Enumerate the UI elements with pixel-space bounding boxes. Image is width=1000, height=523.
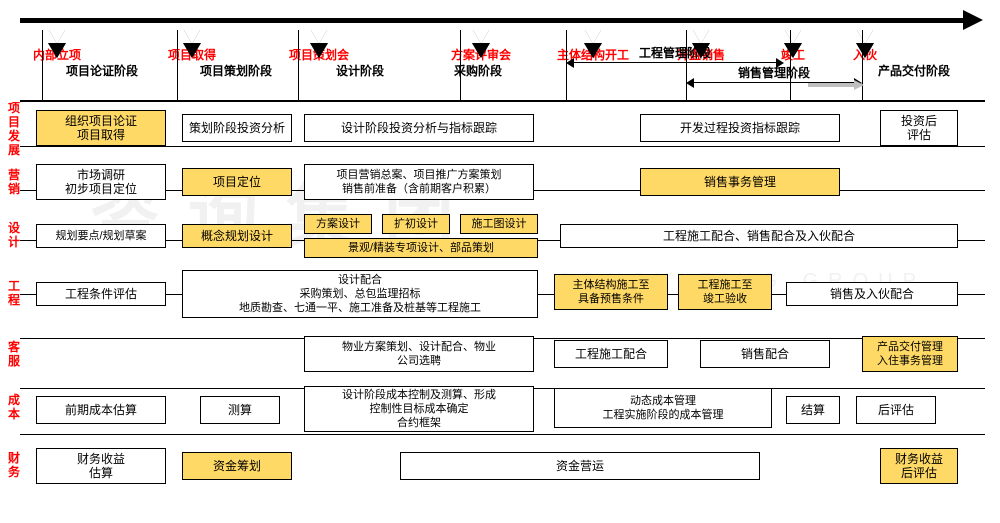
task-label: 景观/精装专项设计、部品策划 bbox=[344, 241, 498, 255]
timeline-bar bbox=[20, 18, 965, 23]
process-canvas: 咨询集团 MANAGEMENT & CONSULTING GROUP 内部立项项… bbox=[0, 0, 1000, 523]
task-label: 资金营运 bbox=[552, 459, 608, 473]
task-dev-182: 策划阶段投资分析 bbox=[182, 114, 292, 142]
task-label: 项目定位 bbox=[209, 175, 265, 189]
task-mkt-304: 项目营销总案、项目推广方案策划 销售前准备（含前期客户积累） bbox=[304, 164, 534, 200]
task-label: 投资后 评估 bbox=[897, 114, 941, 142]
lane-cost-label: 成本 bbox=[6, 393, 22, 421]
task-label: 规划要点/规划草案 bbox=[51, 229, 150, 243]
task-svc-862: 产品交付管理 入住事务管理 bbox=[862, 336, 958, 372]
task-eng-678: 工程施工至 竣工验收 bbox=[678, 274, 772, 310]
task-label: 开发过程投资指标跟踪 bbox=[676, 121, 804, 135]
ph-deliver: 产品交付阶段 bbox=[878, 62, 950, 79]
task-label: 动态成本管理 工程实施阶段的成本管理 bbox=[599, 394, 728, 422]
sep-lane-fin bbox=[20, 434, 985, 435]
ms-planmtg-guide bbox=[298, 30, 299, 100]
task-label: 物业方案策划、设计配合、物业 公司选聘 bbox=[338, 340, 500, 368]
ms-internal: 内部立项 bbox=[33, 30, 81, 63]
task-label: 设计阶段投资分析与指标跟踪 bbox=[337, 121, 501, 135]
ms-finish: 竣工 bbox=[781, 30, 805, 63]
task-dev-304: 设计阶段投资分析与指标跟踪 bbox=[304, 114, 534, 142]
task-label: 工程施工配合 bbox=[571, 347, 651, 361]
task-des-460: 施工图设计 bbox=[460, 214, 538, 234]
task-des-304: 方案设计 bbox=[304, 214, 372, 234]
task-svc-304: 物业方案策划、设计配合、物业 公司选聘 bbox=[304, 336, 534, 372]
task-cost-786: 结算 bbox=[786, 396, 840, 424]
task-label: 销售事务管理 bbox=[700, 175, 780, 189]
task-label: 设计配合 采购策划、总包监理招标 地质勘查、七通一平、施工准备及桩基等工程施工 bbox=[235, 273, 485, 315]
ms-handover: 入伙 bbox=[853, 30, 877, 63]
task-fin-182: 资金筹划 bbox=[182, 452, 292, 480]
task-fin-880: 财务收益 后评估 bbox=[880, 448, 958, 484]
task-label: 组织项目论证 项目取得 bbox=[61, 114, 141, 142]
task-label: 主体结构施工至 具备预售条件 bbox=[569, 278, 654, 306]
task-des-382: 扩初设计 bbox=[382, 214, 450, 234]
lane-dev-label: 项目发展 bbox=[6, 101, 22, 157]
timeline-arrow bbox=[963, 10, 983, 30]
sp-pm-label: 工程管理阶段 bbox=[566, 44, 784, 61]
task-cost-36: 前期成本估算 bbox=[36, 396, 166, 424]
task-mkt-640: 销售事务管理 bbox=[640, 168, 840, 196]
task-dev-880: 投资后 评估 bbox=[880, 110, 958, 146]
ms-acquire: 项目取得 bbox=[168, 30, 216, 63]
task-cost-200: 测算 bbox=[200, 396, 280, 424]
task-label: 工程施工至 竣工验收 bbox=[694, 278, 757, 306]
sep-lane-dev bbox=[20, 146, 985, 147]
task-label: 市场调研 初步项目定位 bbox=[61, 168, 141, 196]
task-label: 销售及入伙配合 bbox=[826, 287, 918, 301]
task-label: 扩初设计 bbox=[390, 217, 442, 231]
task-label: 设计阶段成本控制及测算、形成 控制性目标成本确定 合约框架 bbox=[338, 388, 500, 430]
lane-svc-label: 客服 bbox=[6, 340, 22, 368]
task-eng-554: 主体结构施工至 具备预售条件 bbox=[554, 274, 668, 310]
task-label: 测算 bbox=[224, 403, 256, 417]
task-label: 施工图设计 bbox=[468, 217, 531, 231]
task-label: 工程施工配合、销售配合及入伙配合 bbox=[659, 229, 859, 243]
task-label: 财务收益 估算 bbox=[73, 452, 129, 480]
task-label: 后评估 bbox=[874, 403, 918, 417]
task-cost-554: 动态成本管理 工程实施阶段的成本管理 bbox=[554, 388, 772, 428]
ph-plan: 项目策划阶段 bbox=[200, 62, 272, 79]
task-eng-182: 设计配合 采购策划、总包监理招标 地质勘查、七通一平、施工准备及桩基等工程施工 bbox=[182, 270, 538, 318]
task-dev-640: 开发过程投资指标跟踪 bbox=[640, 114, 840, 142]
task-dev-36: 组织项目论证 项目取得 bbox=[36, 110, 166, 146]
task-cost-856: 后评估 bbox=[856, 396, 936, 424]
task-label: 结算 bbox=[797, 403, 829, 417]
task-des-36: 规划要点/规划草案 bbox=[36, 224, 166, 248]
ms-internal-guide bbox=[42, 30, 43, 100]
task-des-304: 景观/精装专项设计、部品策划 bbox=[304, 238, 538, 258]
task-cost-304: 设计阶段成本控制及测算、形成 控制性目标成本确定 合约框架 bbox=[304, 386, 534, 432]
task-label: 产品交付管理 入住事务管理 bbox=[873, 340, 947, 368]
lane-mkt-label: 营销 bbox=[6, 168, 22, 196]
task-mkt-182: 项目定位 bbox=[182, 168, 292, 196]
ph-argue: 项目论证阶段 bbox=[66, 62, 138, 79]
task-label: 概念规划设计 bbox=[197, 229, 277, 243]
task-label: 工程条件评估 bbox=[61, 287, 141, 301]
task-svc-554: 工程施工配合 bbox=[554, 340, 668, 368]
ms-acquire-guide bbox=[177, 30, 178, 100]
task-label: 财务收益 后评估 bbox=[891, 452, 947, 480]
header-sep bbox=[20, 100, 985, 102]
task-label: 方案设计 bbox=[312, 217, 364, 231]
task-mkt-36: 市场调研 初步项目定位 bbox=[36, 164, 166, 200]
sales-extend-arrow bbox=[808, 80, 864, 90]
task-fin-400: 资金营运 bbox=[400, 452, 760, 480]
lane-fin-label: 财务 bbox=[6, 451, 22, 479]
task-des-560: 工程施工配合、销售配合及入伙配合 bbox=[560, 224, 958, 248]
task-label: 项目营销总案、项目推广方案策划 销售前准备（含前期客户积累） bbox=[333, 168, 506, 196]
task-eng-36: 工程条件评估 bbox=[36, 282, 166, 306]
task-fin-36: 财务收益 估算 bbox=[36, 448, 166, 484]
sp-sales-label: 销售管理阶段 bbox=[686, 64, 862, 81]
task-label: 销售配合 bbox=[737, 347, 793, 361]
ph-procure: 采购阶段 bbox=[454, 62, 502, 79]
ph-design: 设计阶段 bbox=[336, 62, 384, 79]
lane-des-label: 设计 bbox=[6, 221, 22, 249]
task-des-182: 概念规划设计 bbox=[182, 224, 292, 248]
lane-eng-label: 工程 bbox=[6, 279, 22, 307]
task-label: 策划阶段投资分析 bbox=[185, 121, 289, 135]
task-label: 前期成本估算 bbox=[61, 403, 141, 417]
task-svc-700: 销售配合 bbox=[700, 340, 830, 368]
task-eng-786: 销售及入伙配合 bbox=[786, 282, 958, 306]
task-label: 资金筹划 bbox=[209, 459, 265, 473]
